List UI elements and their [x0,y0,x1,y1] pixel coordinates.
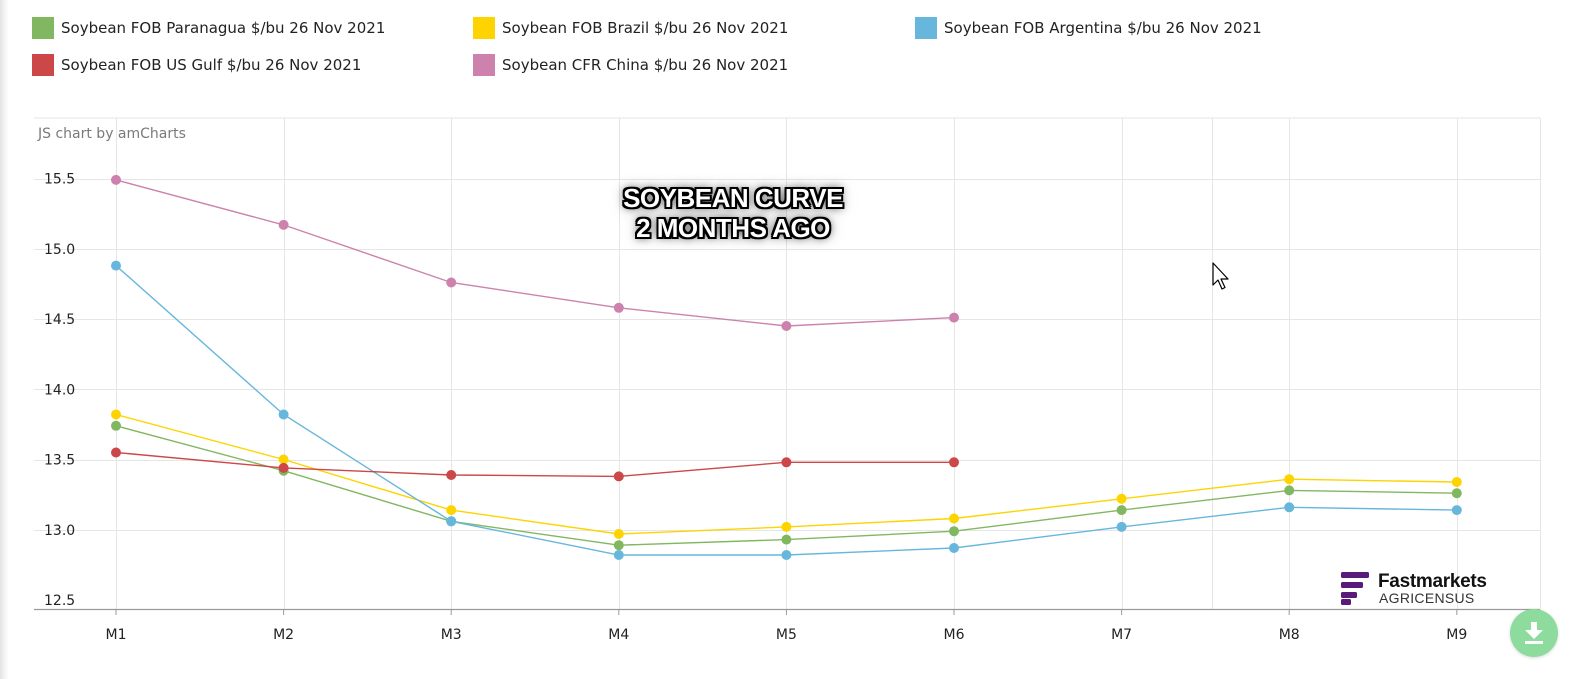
mouse-pointer-icon [1212,262,1229,290]
series-soybean-cfr-china-bu-26-nov-2021 [111,174,959,331]
x-tick-label: M4 [608,627,629,643]
legend-swatch [473,54,495,76]
series-soybean-fob-us-gulf-bu-26-nov-2021 [111,447,959,482]
chart-overlay-title: SOYBEAN CURVE 2 MONTHS AGO [560,183,906,243]
series-soybean-fob-brazil-bu-26-nov-2021 [111,409,1462,539]
chart-series [111,174,1462,560]
data-point[interactable] [781,321,792,331]
series-line [115,451,954,478]
amcharts-credit[interactable]: JS chart by amCharts [37,126,186,142]
x-tick-label: M6 [944,627,965,643]
data-point[interactable] [111,420,121,431]
overlay-title-line-1: SOYBEAN CURVE [623,183,843,213]
data-point[interactable] [111,447,121,458]
data-point[interactable] [613,471,624,482]
legend-label: Soybean CFR China $/bu 26 Nov 2021 [502,56,789,74]
data-point[interactable] [111,409,121,420]
chart-legend: Soybean FOB Paranagua $/bu 26 Nov 2021 So… [0,0,1586,90]
legend-label: Soybean FOB Brazil $/bu 26 Nov 2021 [502,19,789,37]
y-tick-label: 13.5 [44,453,75,469]
data-point[interactable] [949,543,959,553]
data-point[interactable] [446,277,457,288]
legend-label: Soybean FOB Paranagua $/bu 26 Nov 2021 [61,19,386,37]
legend-item-soybean-cfr-china-bu-26-nov-2021[interactable]: Soybean CFR China $/bu 26 Nov 2021 [473,54,788,76]
data-point[interactable] [1451,505,1462,516]
x-tick-label: M5 [776,627,797,643]
data-point[interactable] [781,550,792,560]
series-soybean-fob-argentina-bu-26-nov-2021 [111,260,1462,560]
chart-axes: 12.5 13.0 13.5 14.0 14.5 15.0 15.5 M1 M2 M3 M4 M5 M6… [34,172,1540,643]
download-icon [1525,622,1543,644]
data-point[interactable] [446,505,457,516]
data-point[interactable] [278,219,289,230]
data-point[interactable] [278,462,289,473]
data-point[interactable] [781,534,792,545]
series-line [115,179,955,327]
y-tick-label: 12.5 [44,593,75,609]
data-point[interactable] [111,260,121,271]
data-point[interactable] [613,529,624,539]
data-point[interactable] [446,470,457,480]
data-point[interactable] [1284,485,1295,496]
fastmarkets-logo: Fastmarkets AGRICENSUS [1341,571,1501,607]
fastmarkets-brand-text: Fastmarkets [1378,571,1487,592]
data-point[interactable] [446,516,457,527]
fastmarkets-sub-text: AGRICENSUS [1379,590,1475,606]
data-point[interactable] [1116,521,1127,532]
data-point[interactable] [781,521,792,532]
legend-item-soybean-fob-paranagua-bu-26-nov-2021[interactable]: Soybean FOB Paranagua $/bu 26 Nov 2021 [32,17,385,39]
data-point[interactable] [949,526,959,537]
data-point[interactable] [949,312,959,323]
data-point[interactable] [1284,502,1295,513]
y-tick-label: 14.5 [44,312,75,328]
legend-item-soybean-fob-brazil-bu-26-nov-2021[interactable]: Soybean FOB Brazil $/bu 26 Nov 2021 [473,17,788,39]
data-point[interactable] [613,540,624,551]
data-point[interactable] [1451,488,1462,499]
y-tick-label: 15.0 [44,242,75,258]
data-point[interactable] [613,302,624,313]
legend-swatch [915,17,937,39]
x-tick-label: M2 [273,627,294,643]
x-tick-label: M7 [1111,627,1132,643]
x-tick-label: M1 [106,627,127,643]
legend-swatch [32,17,54,39]
data-point[interactable] [1116,505,1127,516]
y-tick-label: 13.0 [44,523,75,539]
x-tick-label: M9 [1446,627,1467,643]
overlay-title-line-2: 2 MONTHS AGO [636,213,830,243]
data-point[interactable] [111,174,121,185]
data-point[interactable] [949,513,959,524]
data-point[interactable] [613,550,624,560]
y-tick-label: 14.0 [44,382,75,398]
export-download-button[interactable] [1510,609,1558,657]
legend-item-soybean-fob-argentina-bu-26-nov-2021[interactable]: Soybean FOB Argentina $/bu 26 Nov 2021 [915,17,1262,39]
fastmarkets-mark-icon [1341,572,1369,605]
page-left-edge [0,0,9,679]
data-point[interactable] [278,409,289,420]
data-point[interactable] [278,454,289,465]
legend-item-soybean-fob-us-gulf-bu-26-nov-2021[interactable]: Soybean FOB US Gulf $/bu 26 Nov 2021 [32,54,361,76]
legend-swatch [473,17,495,39]
data-point[interactable] [1284,474,1295,485]
x-tick-label: M3 [441,627,462,643]
data-point[interactable] [1451,477,1462,487]
x-tick-label: M8 [1279,627,1300,643]
data-point[interactable] [781,457,792,468]
legend-label: Soybean FOB US Gulf $/bu 26 Nov 2021 [61,56,362,74]
y-tick-label: 15.5 [44,172,75,188]
data-point[interactable] [949,457,959,468]
legend-swatch [32,54,54,76]
data-point[interactable] [1116,493,1127,504]
legend-label: Soybean FOB Argentina $/bu 26 Nov 2021 [944,19,1262,37]
